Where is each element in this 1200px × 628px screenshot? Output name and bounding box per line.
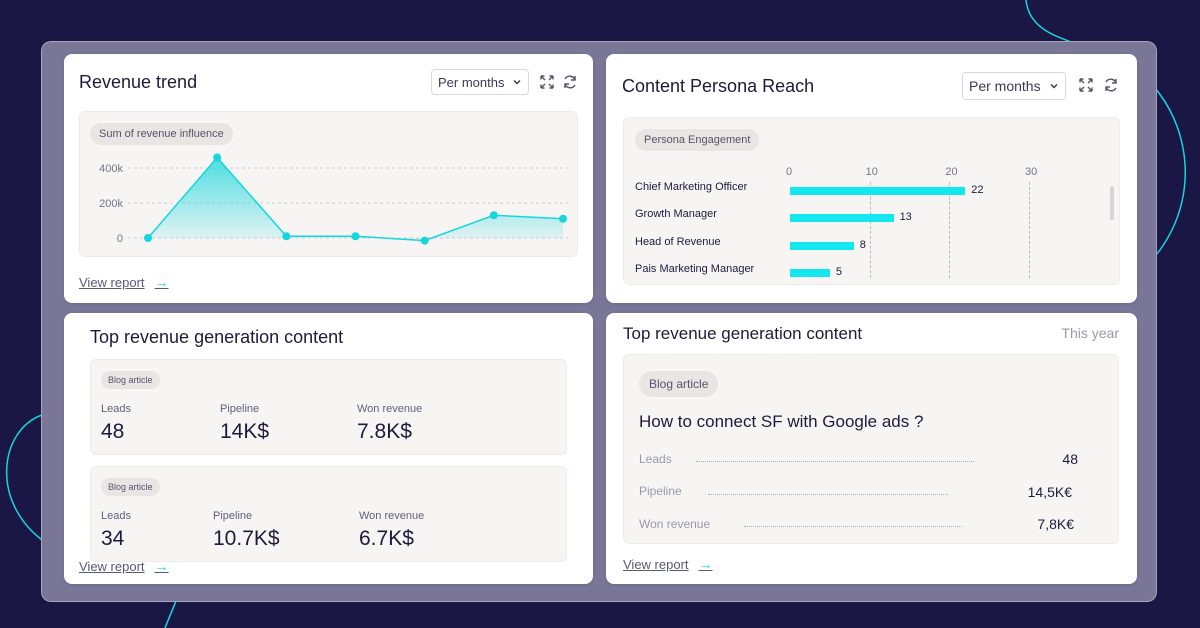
view-report-link[interactable]: View report → — [79, 558, 169, 574]
won-revenue-value: 7.8K$ — [357, 420, 412, 443]
content-tag: Blog article — [101, 478, 160, 496]
leads-label: Leads — [101, 510, 131, 522]
period-select-value: Per months — [438, 74, 505, 90]
leader-dots — [744, 526, 962, 527]
refresh-icon[interactable] — [561, 73, 579, 91]
y-tick-label: 200k — [99, 198, 123, 210]
content-item-1[interactable]: Blog article Leads 48 Pipeline 14K$ Won … — [90, 359, 567, 455]
revenue-trend-card: Revenue trend Per months Sum of revenue … — [64, 54, 593, 303]
persona-bar-chart: 0 10 20 30 Chief Marketing Officer 22 Growth M… — [624, 118, 1121, 286]
pipeline-label: Pipeline — [213, 510, 253, 522]
pipeline-label: Pipeline — [639, 484, 682, 498]
revenue-trend-chart: 400k 200k 0 — [99, 153, 568, 245]
pipeline-value: 14K$ — [220, 420, 270, 443]
data-point[interactable] — [489, 211, 498, 220]
bar-value-label: 22 — [971, 184, 984, 196]
category-label: Head of Revenue — [635, 236, 721, 248]
view-report-link[interactable]: View report → — [79, 274, 169, 290]
leads-value: 34 — [101, 527, 125, 550]
card-title: Top revenue generation content — [90, 327, 344, 347]
expand-icon[interactable] — [538, 73, 556, 91]
period-select-value: Per months — [969, 78, 1041, 94]
leads-value: 48 — [101, 420, 125, 443]
category-label: Chief Marketing Officer — [635, 181, 748, 193]
data-point[interactable] — [559, 214, 567, 223]
data-point[interactable] — [282, 232, 291, 241]
period-select[interactable]: Per months — [431, 69, 530, 95]
leader-dots — [696, 461, 974, 462]
arrow-right-icon: → — [698, 556, 713, 572]
card-title: Content Persona Reach — [622, 76, 815, 96]
bar-value-label: 13 — [899, 211, 912, 223]
won-revenue-label: Won revenue — [639, 517, 711, 531]
revenue-chart-panel: Sum of revenue influence 400k 200k 0 — [79, 111, 578, 257]
x-tick-label: 0 — [786, 166, 793, 178]
content-tag: Blog article — [639, 371, 719, 397]
pipeline-label: Pipeline — [220, 403, 260, 415]
chevron-down-icon — [1050, 83, 1058, 89]
persona-chart-panel: Persona Engagement 0 10 20 30 Chief Marketin… — [623, 117, 1120, 285]
refresh-icon[interactable] — [1102, 76, 1120, 94]
data-point[interactable] — [213, 153, 222, 162]
bar-value-label: 5 — [835, 266, 842, 278]
series-pill: Persona Engagement — [635, 129, 760, 151]
top-content-left-card: Top revenue generation content Blog arti… — [64, 313, 593, 584]
won-revenue-label: Won revenue — [359, 510, 425, 522]
bar[interactable] — [790, 214, 894, 222]
view-report-label: View report — [79, 558, 145, 574]
won-revenue-value: 6.7K$ — [359, 527, 414, 550]
view-report-label: View report — [79, 274, 145, 290]
y-tick-label: 0 — [117, 233, 123, 245]
leader-dots — [708, 494, 948, 495]
won-revenue-label: Won revenue — [357, 403, 423, 415]
data-point[interactable] — [351, 232, 360, 241]
bar[interactable] — [790, 187, 966, 195]
series-pill: Sum of revenue influence — [90, 123, 233, 145]
leads-label: Leads — [101, 403, 131, 415]
leads-label: Leads — [639, 452, 672, 466]
content-detail-panel[interactable]: Blog article How to connect SF with Goog… — [623, 354, 1119, 544]
x-tick-label: 20 — [945, 166, 958, 178]
pipeline-value: 10.7K$ — [213, 527, 280, 550]
area-fill — [148, 157, 563, 241]
card-title: Top revenue generation content — [623, 324, 863, 343]
persona-reach-card: Content Persona Reach Per months Persona… — [606, 54, 1137, 303]
arrow-right-icon: → — [154, 274, 169, 290]
data-point[interactable] — [420, 236, 429, 245]
x-tick-label: 30 — [1025, 166, 1038, 178]
content-item-2[interactable]: Blog article Leads 34 Pipeline 10.7K$ Wo… — [90, 466, 567, 562]
bar-value-label: 8 — [859, 239, 866, 251]
bar[interactable] — [790, 242, 854, 250]
expand-icon[interactable] — [1077, 76, 1095, 94]
view-report-link[interactable]: View report → — [623, 556, 713, 572]
y-tick-label: 400k — [99, 163, 123, 175]
gridline — [869, 182, 871, 278]
x-tick-label: 10 — [865, 166, 878, 178]
arrow-right-icon: → — [154, 558, 169, 574]
won-revenue-value: 7,8K€ — [1037, 516, 1074, 532]
leads-value: 48 — [1062, 451, 1078, 467]
category-label: Growth Manager — [635, 208, 717, 220]
gridline — [1029, 182, 1030, 278]
category-label: Pais Marketing Manager — [635, 263, 755, 275]
content-tag: Blog article — [101, 371, 160, 389]
data-point[interactable] — [144, 234, 152, 242]
period-label: This year — [1061, 325, 1119, 341]
content-headline: How to connect SF with Google ads ? — [639, 412, 924, 431]
bar[interactable] — [790, 269, 830, 277]
top-content-right-card: Top revenue generation content This year… — [606, 313, 1137, 584]
scrollbar-thumb[interactable] — [1110, 186, 1114, 220]
period-select[interactable]: Per months — [962, 72, 1066, 100]
card-title: Revenue trend — [79, 72, 198, 92]
gridline — [949, 182, 951, 278]
chevron-down-icon — [513, 79, 522, 85]
view-report-label: View report — [623, 556, 689, 572]
pipeline-value: 14,5K€ — [1027, 484, 1072, 500]
